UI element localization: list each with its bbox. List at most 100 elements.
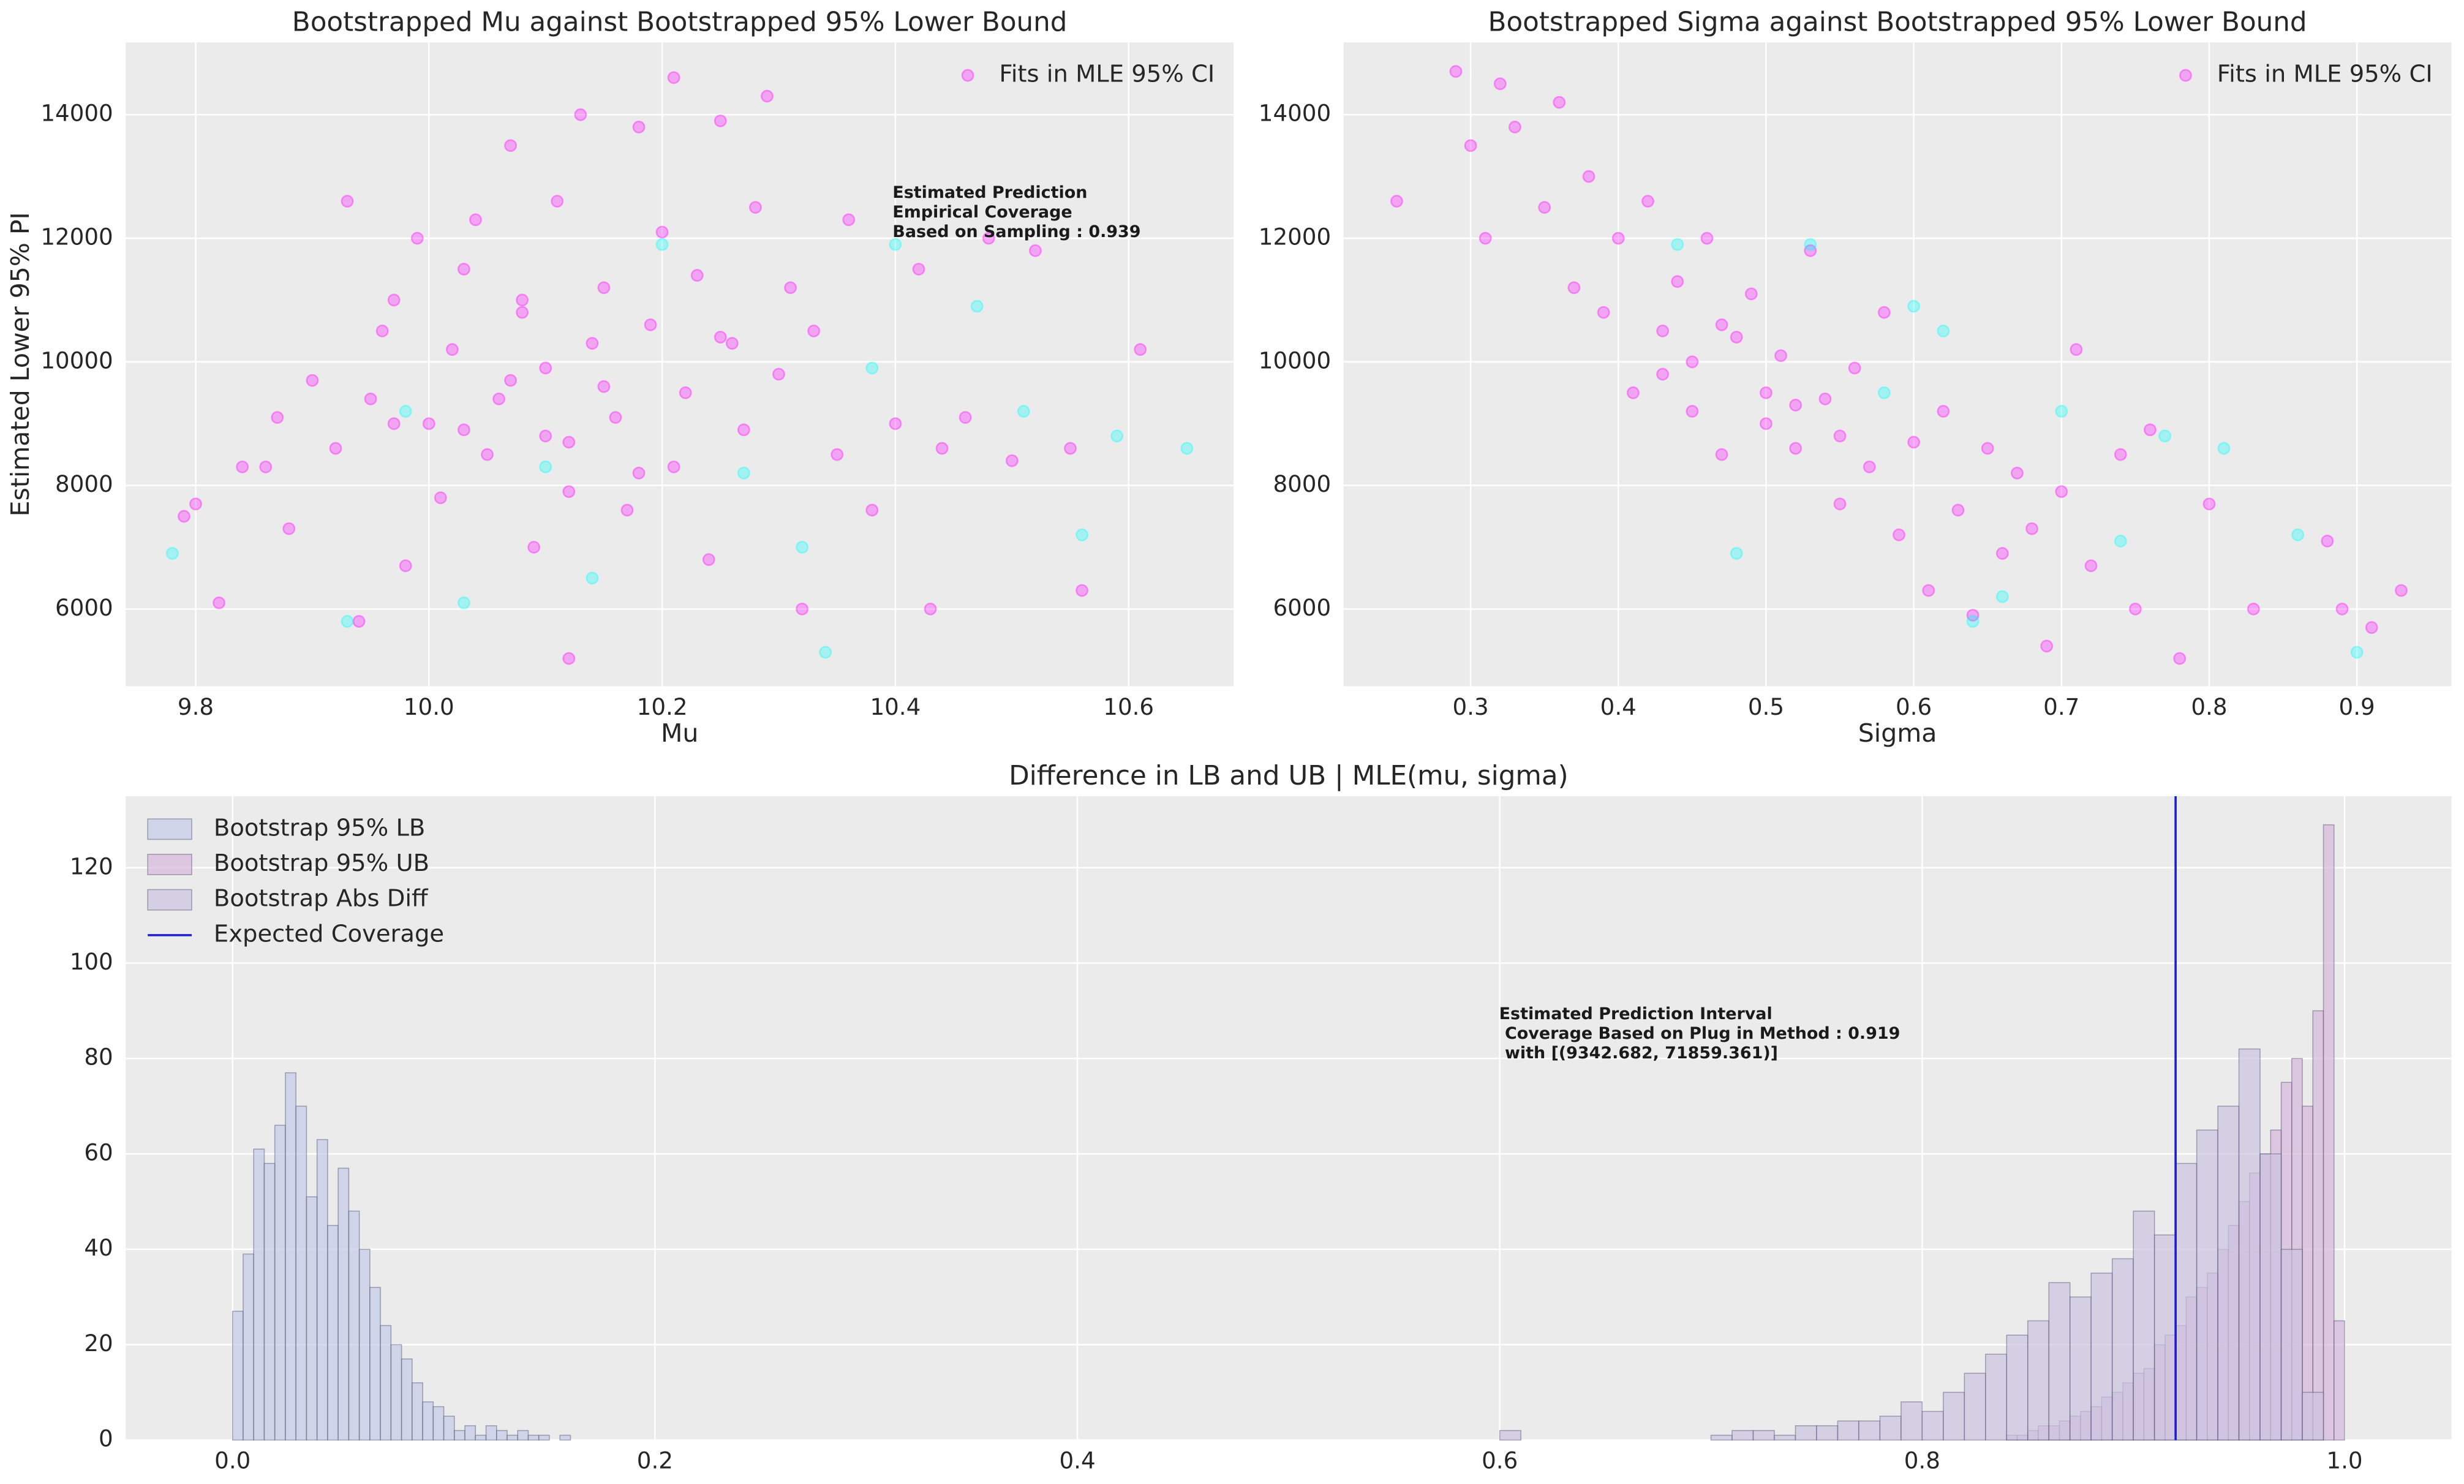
scatter-point (597, 380, 611, 393)
legend-label: Bootstrap Abs Diff (214, 885, 429, 913)
histogram-bar (1943, 1392, 1965, 1441)
scatter-point (912, 262, 925, 276)
scatter-point (772, 367, 786, 381)
y-tick-label: 10000 (1259, 347, 1331, 374)
histogram-bar (295, 1105, 307, 1441)
scatter-point (667, 460, 680, 473)
scatter-point (959, 411, 972, 424)
scatter-point (410, 232, 424, 245)
histogram-bar (538, 1434, 550, 1441)
scatter-point (796, 602, 809, 616)
scatter-point (2128, 602, 2142, 616)
scatter-point (655, 225, 669, 239)
x-tick-label: 0.4 (1059, 1447, 1095, 1474)
scatter-point (1180, 442, 1194, 455)
histogram-bar (316, 1139, 328, 1441)
histogram-bar (454, 1429, 465, 1441)
x-tick-label: 0.7 (2043, 693, 2079, 720)
histogram-bar (2027, 1320, 2050, 1441)
histogram-bar (412, 1382, 423, 1441)
scatter-point (562, 652, 576, 665)
histogram-bar (1499, 1429, 1521, 1441)
scatter-point (165, 547, 179, 560)
scatter-point (1937, 324, 1950, 337)
scatter-point (1005, 454, 1019, 467)
histogram-bar (2175, 1162, 2198, 1441)
histogram-bar (369, 1287, 381, 1441)
scatter-point (1656, 324, 1670, 337)
scatter-point (2335, 602, 2349, 616)
y-tick-label: 12000 (1259, 224, 1331, 250)
histogram-bar (2302, 1392, 2324, 1441)
histogram-bar (1879, 1415, 1902, 1441)
scatter-point (924, 602, 937, 616)
scatter-point (2084, 559, 2098, 573)
scatter-point (620, 503, 634, 517)
scatter-point (1715, 448, 1728, 461)
scatter-point (831, 448, 844, 461)
scatter-point (213, 596, 226, 609)
scatter-point (714, 330, 727, 344)
histogram-bar (232, 1311, 244, 1441)
scatter-point (2321, 534, 2334, 548)
plot-background (1343, 42, 2452, 687)
annotation: with [(9342.682, 71859.361)] (1499, 1044, 1778, 1063)
scatter-point (2158, 429, 2172, 443)
y-tick-label: 14000 (40, 100, 113, 127)
histogram-bar (2196, 1129, 2218, 1441)
histogram-bar (432, 1406, 445, 1441)
scatter-point (469, 213, 482, 227)
scatter-point (271, 411, 284, 424)
x-tick-label: 0.0 (214, 1447, 251, 1474)
scatter-point (1611, 232, 1625, 245)
histogram-bar (337, 1167, 350, 1441)
x-tick-label: 0.3 (1452, 693, 1488, 720)
scatter-point (586, 337, 599, 350)
scatter-point (632, 120, 646, 134)
scatter-point (842, 213, 856, 227)
scatter-point (1907, 435, 1921, 449)
scatter-point (1063, 442, 1077, 455)
histogram-bar (274, 1124, 286, 1441)
x-tick-label: 0.6 (1896, 693, 1932, 720)
x-tick-label: 10.4 (870, 693, 921, 720)
scatter-point (1818, 392, 1832, 405)
scatter-point (865, 503, 879, 517)
x-tick-label: 0.2 (637, 1447, 673, 1474)
scatter-point (1744, 287, 1758, 301)
scatter-point (586, 571, 599, 585)
scatter-point (516, 293, 529, 307)
x-tick-label: 0.8 (1904, 1447, 1940, 1474)
histogram-bar (2280, 1248, 2303, 1441)
scatter-point (2055, 485, 2068, 499)
annotation: Estimated Prediction (892, 183, 1087, 202)
y-tick-label: 8000 (55, 470, 113, 497)
scatter-point (714, 114, 727, 127)
scatter-point (725, 337, 739, 350)
scatter-point (2173, 652, 2187, 665)
scatter-point (1715, 318, 1728, 331)
x-tick-label: 0.6 (1482, 1447, 1518, 1474)
histogram-bar (390, 1344, 402, 1441)
scatter-point (632, 466, 646, 480)
scatter-point (1789, 398, 1803, 412)
y-tick-label: 40 (84, 1234, 113, 1261)
chart-title: Bootstrapped Sigma against Bootstrapped … (1488, 7, 2307, 37)
y-tick-label: 6000 (1273, 594, 1331, 621)
scatter-point (1995, 590, 2009, 603)
scatter-point (574, 108, 587, 121)
scatter-point (1641, 194, 1655, 208)
scatter-point (1553, 96, 1566, 109)
scatter-point (819, 646, 832, 659)
scatter-point (2217, 442, 2231, 455)
scatter-point (539, 429, 552, 443)
scatter-point (504, 139, 518, 153)
histogram-bar (1921, 1411, 1944, 1441)
x-axis-label: Sigma (1858, 718, 1937, 748)
scatter-point (1804, 244, 1817, 257)
scatter-point (2070, 343, 2083, 356)
scatter-point (2114, 534, 2127, 548)
histogram-bar (401, 1358, 413, 1441)
scatter-point (1848, 361, 1861, 375)
